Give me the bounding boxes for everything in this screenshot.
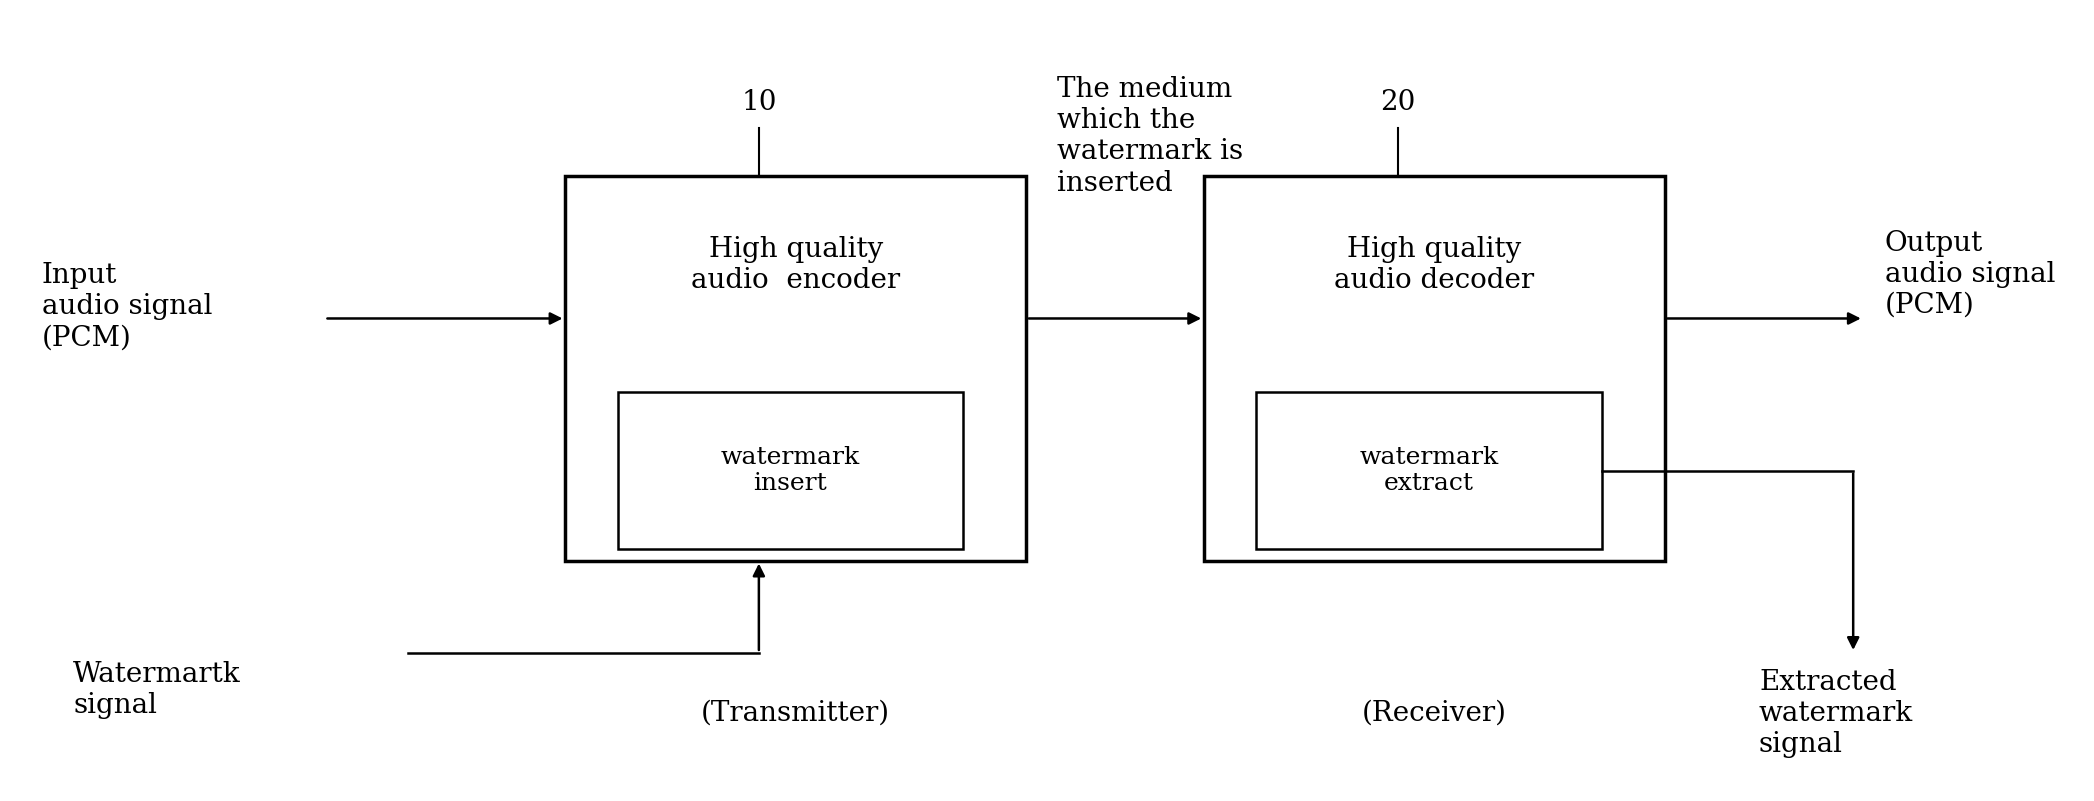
Text: (Receiver): (Receiver) xyxy=(1361,699,1508,727)
Text: 20: 20 xyxy=(1380,89,1416,116)
Bar xyxy=(618,392,963,549)
Text: watermark
insert: watermark insert xyxy=(720,446,861,495)
Text: Input
audio signal
(PCM): Input audio signal (PCM) xyxy=(42,262,211,351)
Text: The medium
which the
watermark is
inserted: The medium which the watermark is insert… xyxy=(1057,76,1244,197)
Bar xyxy=(565,176,1026,561)
Text: High quality
audio decoder: High quality audio decoder xyxy=(1334,235,1535,294)
Text: Output
audio signal
(PCM): Output audio signal (PCM) xyxy=(1885,230,2054,319)
Bar xyxy=(1256,392,1602,549)
Text: (Transmitter): (Transmitter) xyxy=(701,699,890,727)
Bar xyxy=(1204,176,1665,561)
Text: Watermartk
signal: Watermartk signal xyxy=(73,661,241,719)
Text: watermark
extract: watermark extract xyxy=(1359,446,1499,495)
Text: 10: 10 xyxy=(741,89,777,116)
Text: High quality
audio  encoder: High quality audio encoder xyxy=(691,235,900,294)
Text: Extracted
watermark
signal: Extracted watermark signal xyxy=(1759,669,1914,759)
